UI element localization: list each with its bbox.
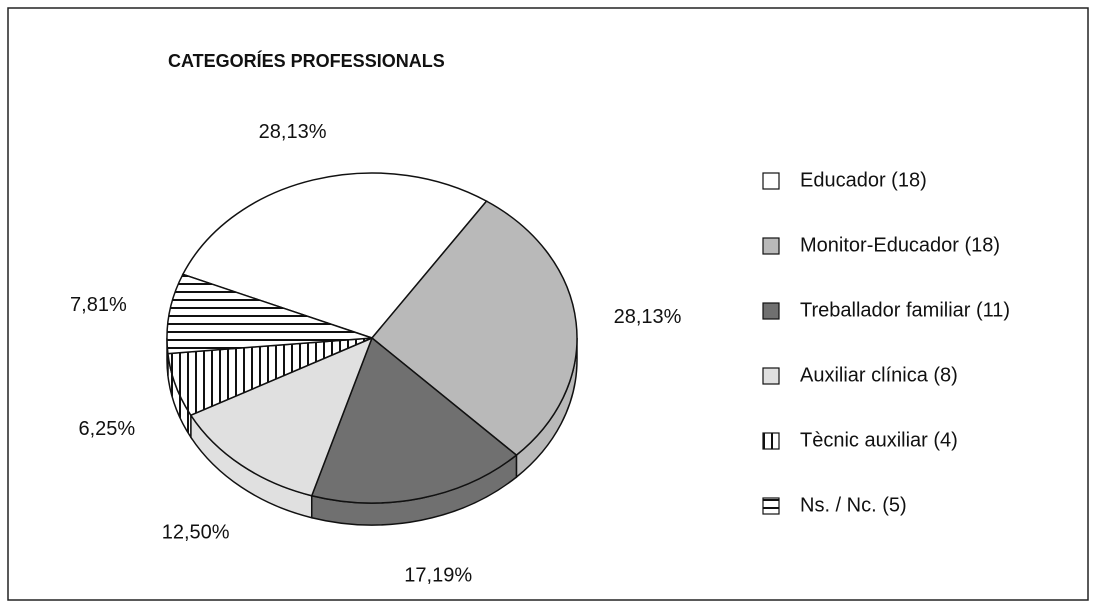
legend-label: Monitor-Educador (18) — [800, 234, 1000, 256]
legend-label: Auxiliar clínica (8) — [800, 364, 958, 386]
chart-title: CATEGORÍES PROFESSIONALS — [168, 50, 445, 71]
legend-label: Treballador familiar (11) — [800, 299, 1010, 321]
slice — [310, 336, 518, 504]
legend-label: Educador (18) — [800, 169, 927, 191]
slice — [181, 172, 488, 339]
slice — [189, 336, 374, 497]
slice — [370, 200, 578, 457]
legend-label: Ns. / Nc. (5) — [800, 494, 907, 516]
legend-swatch — [762, 367, 780, 385]
legend-swatch — [762, 172, 780, 190]
data-label: 12,50% — [162, 522, 230, 544]
frame — [7, 7, 1089, 601]
data-label: 28,13% — [614, 306, 682, 328]
data-label: 17,19% — [404, 565, 472, 587]
legend-swatch — [762, 237, 780, 255]
legend-swatch — [762, 302, 780, 320]
legend-label: Tècnic auxiliar (4) — [800, 429, 958, 451]
data-label: 28,13% — [259, 121, 327, 143]
slice — [166, 273, 373, 355]
data-label: 7,81% — [70, 294, 127, 316]
data-label: 6,25% — [79, 418, 136, 440]
legend-swatch — [762, 497, 780, 515]
legend-swatch — [762, 432, 780, 450]
